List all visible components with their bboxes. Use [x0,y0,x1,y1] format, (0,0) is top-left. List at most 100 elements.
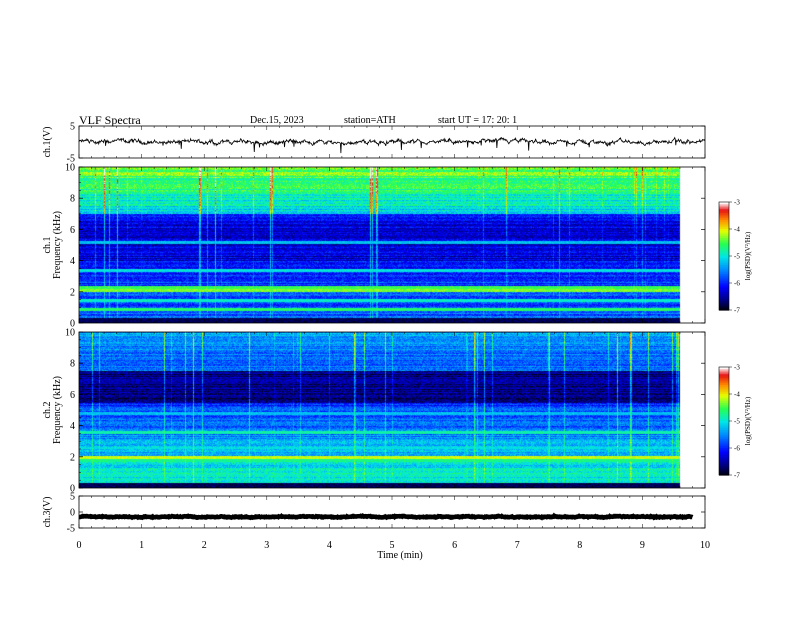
ch2-spectrogram-colorbar-cell [719,422,729,426]
ch1-spectrogram-colorbar-cell [719,261,729,264]
x-tick-label: 1 [139,540,144,551]
ch2-spectrogram-ytick-label: 4 [70,421,75,432]
ch2-spectrogram-ytick-label: 10 [65,328,75,339]
ch1-spectrogram-ytick-label: 4 [70,256,75,267]
header-station: station=ATH [344,115,396,126]
ch2-spectrogram-colorbar-cell [719,410,729,413]
ch2-spectrogram-colorbar-cell [719,460,729,463]
ch1-spectrogram-ylabel: ch.1 [42,237,53,254]
ch2-spectrogram-colorbar-cell [719,462,729,465]
ch2-spectrogram-colorbar-cell [719,430,729,433]
ch1-spectrogram-colorbar-tick-label: -5 [734,253,740,261]
ch1-spectrogram-colorbar-cell [719,218,729,221]
ch1-spectrogram-colorbar-cell [719,275,729,279]
ch2-spectrogram-colorbar-cell [719,428,729,431]
ch1-spectrogram-ytick-label: 0 [70,319,75,330]
ch2-spectrogram-colorbar-cell [719,372,729,375]
ch1-spectrogram-colorbar-cell [719,232,729,235]
ch2-spectrogram-image [79,332,692,488]
ch2-spectrogram-colorbar-cell [719,408,729,411]
ch1-spectrogram-ytick-label: 6 [70,225,75,236]
ch1-spectrogram-colorbar-cell [719,205,729,208]
ch1-waveform-panel: 5 -5 ch.1(V) [42,122,706,165]
ch1-spectrogram-colorbar-cell [719,216,729,219]
ch2-spectrogram-colorbar-label: log(PSD)(V²/Hz) [744,396,752,445]
ch2-spectrogram-colorbar-cell [719,399,729,402]
ch2-spectrogram-colorbar-cell [719,457,729,460]
x-tick-label: 10 [700,540,710,551]
ch1-spectrogram-colorbar-cell [719,227,729,230]
ch2-spectrogram-colorbar-cell [719,435,729,438]
x-tick-label: 0 [77,540,82,551]
ch2-spectrogram-ytick-label: 6 [70,390,75,401]
ch2-spectrogram-colorbar-cell [719,419,729,422]
ch1-spectrogram-colorbar-cell [719,229,729,232]
ch1-spectrogram-colorbar-cell [719,230,729,234]
ch3-waveform-panel: 5 0 -5 ch.3(V) [42,492,706,535]
ch1-spectrogram-ytick-label: 2 [70,287,75,298]
ch2-spectrogram-panel: 0 2 4 6 8 10 ch.2 Frequency (kHz) [42,328,706,495]
ch2-spectrogram-colorbar-cell [719,367,729,370]
x-tick-label: 5 [390,540,395,551]
ch1-spectrogram-colorbar-cell [719,245,729,248]
ch1-spectrogram-panel: 0 2 4 6 8 10 ch.1 Frequency (kHz) [42,163,706,330]
ch2-spectrogram-colorbar-cell [719,467,729,471]
ch1-spectrogram-ylabel: Frequency (kHz) [52,211,63,279]
ch2-spectrogram-colorbar-cell [719,388,729,391]
ch2-spectrogram-colorbar-cell [719,466,729,469]
ch2-spectrogram-colorbar-cell [719,403,729,406]
x-axis-label: Time (min) [377,550,422,561]
ch3-waveform-ylabel: ch.3(V) [42,497,53,528]
ch1-spectrogram-colorbar-cell [719,304,729,307]
ch2-spectrogram-colorbar-cell [719,383,729,386]
ch2-spectrogram-colorbar-tick-label: -3 [734,364,740,372]
ch2-spectrogram-colorbar-cell [719,431,729,435]
figure-title: VLF Spectra [79,113,141,127]
ch1-spectrogram-colorbar-cell [719,214,729,217]
ch2-spectrogram-colorbar-cell [719,469,729,472]
ch2-spectrogram-colorbar-cell [719,394,729,397]
ch2-spectrogram-colorbar-cell [719,404,729,408]
ch1-spectrogram-colorbar-cell [719,268,729,271]
ch2-spectrogram-colorbar-cell [719,397,729,400]
ch1-spectrogram-colorbar-cell [719,209,729,212]
ch1-spectrogram-colorbar-cell [719,272,729,275]
ch1-spectrogram-colorbar-cell [719,203,729,207]
ch2-spectrogram-colorbar-cell [719,385,729,388]
ch1-spectrogram-colorbar-cell [719,212,729,216]
ch2-spectrogram-colorbar-cell [719,444,729,447]
ch2-spectrogram-colorbar-cell [719,386,729,390]
ch1-spectrogram-colorbar-cell [719,308,729,311]
ch1-spectrogram-colorbar-cell [719,293,729,297]
ch2-spectrogram-colorbar-cell [719,413,729,417]
ch2-spectrogram-colorbar-cell [719,448,729,451]
ch2-spectrogram-colorbar-tick-label: -7 [734,472,740,480]
ch2-spectrogram-colorbar-cell [719,415,729,418]
ch1-spectrogram-colorbar-cell [719,266,729,270]
ch2-spectrogram-colorbar-cell [719,451,729,454]
ch1-spectrogram-colorbar-tick-label: -4 [734,226,740,234]
ch1-spectrogram-colorbar-cell [719,221,729,225]
ch1-spectrogram-colorbar-cell [719,256,729,259]
ch2-spectrogram-colorbar-cell [719,379,729,382]
ch1-spectrogram-colorbar-cell [719,301,729,304]
ch2-spectrogram-colorbar-cell [719,417,729,420]
ch2-spectrogram-colorbar-cell [719,464,729,467]
x-tick-label: 9 [640,540,645,551]
ch1-spectrogram-ytick-label: 8 [70,194,75,205]
ch2-spectrogram-colorbar-cell [719,381,729,384]
ch2-spectrogram-colorbar-cell [719,453,729,456]
ch2-spectrogram-colorbar-cell [719,458,729,462]
x-tick-label: 7 [515,540,520,551]
ch1-spectrogram-colorbar-cell [719,302,729,306]
ch2-spectrogram-ytick-label: 8 [70,359,75,370]
x-tick-label: 8 [577,540,582,551]
ch1-waveform-ytick-label: 5 [70,122,75,133]
ch2-spectrogram-colorbar-cell [719,374,729,377]
ch1-spectrogram-colorbar-cell [719,281,729,284]
ch1-waveform-trace [78,136,706,154]
ch1-spectrogram-colorbar-cell [719,257,729,261]
ch2-spectrogram-colorbar-cell [719,424,729,427]
ch1-spectrogram-colorbar-cell [719,248,729,252]
header-start-time: start UT = 17: 20: 1 [438,115,517,126]
